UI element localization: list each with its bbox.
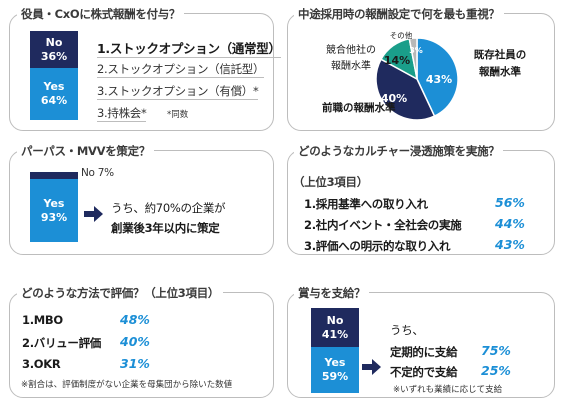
bonus-yes-pct: 59%: [321, 370, 349, 383]
stock-footnote: *同数: [167, 110, 189, 120]
pie-slice-1: [375, 58, 436, 121]
mvv-line1: うち、約70%の企業が: [111, 201, 226, 215]
pie-slice-1-value: 40%: [381, 92, 407, 105]
bonus-item-1-pct: 75%: [481, 343, 511, 358]
pie-slice-3: [408, 37, 418, 80]
culture-item-3-pct: 43%: [495, 237, 525, 252]
panel-midcareer-pay-title: 中途採用時の報酬設定で何を最も重視？: [294, 6, 504, 22]
bonus-footnote: ※いずれも業績に応じて支給: [393, 385, 503, 395]
culture-item-2: 2.社内イベント・全社会の実施: [304, 218, 462, 232]
panel-purpose-mvv-title: パーパス・MVVを策定？: [17, 143, 155, 159]
mvv-no-bar: [30, 172, 78, 179]
panel-evaluation-title: どのような方法で評価？（上位3項目）: [17, 285, 224, 301]
stock-no-bar: No 36%: [30, 31, 78, 68]
mvv-no-text: No 7%: [81, 167, 114, 179]
pie-slice-0: [416, 37, 459, 118]
bonus-arrow-icon: [362, 359, 381, 375]
stock-yes-bar: Yes 64%: [30, 68, 78, 120]
mvv-arrow-icon: [84, 206, 103, 222]
pie-other-label: その他: [390, 30, 413, 40]
pie-slice-1-label: 前職の報酬水準: [322, 101, 396, 114]
pie-slice-2-label: 競合他社の: [326, 43, 376, 56]
bonus-yes-label: Yes: [324, 356, 346, 370]
panel-stock-compensation-title: 役員・CxOに株式報酬を付与？: [17, 6, 185, 22]
bonus-no-bar: No 41%: [311, 308, 359, 347]
evaluation-item-1-pct: 48%: [120, 312, 150, 327]
panel-culture: [287, 150, 555, 255]
pie-slice-0-value: 43%: [426, 73, 452, 86]
evaluation-item-2: 2.バリュー評価: [22, 336, 101, 350]
culture-item-2-pct: 44%: [495, 216, 525, 231]
stock-option-1: 1.ストックオプション（通常型）: [97, 41, 281, 58]
mvv-yes-label: Yes: [43, 196, 65, 210]
bonus-yes-bar: Yes 59%: [311, 347, 359, 393]
panel-evaluation: [9, 292, 274, 398]
evaluation-item-3: 3.OKR: [22, 357, 61, 371]
bonus-item-2-pct: 25%: [481, 363, 511, 378]
pie-slice-2-value: 14%: [384, 54, 410, 67]
culture-item-3: 3.評価への明示的な取り入れ: [304, 239, 451, 253]
culture-subtitle: （上位3項目）: [293, 175, 368, 189]
pie-slice-3-value: 3%: [409, 46, 423, 55]
pie-slice-0-label: 報酬水準: [479, 65, 521, 78]
bonus-no-label: No: [326, 313, 344, 327]
evaluation-item-2-pct: 40%: [120, 334, 150, 349]
stock-yes-label: Yes: [43, 80, 65, 94]
bonus-item-1: 定期的に支給: [390, 345, 458, 359]
evaluation-item-3-pct: 31%: [120, 356, 150, 371]
stock-option-3: 3.ストックオプション（有償）*: [97, 84, 259, 100]
mvv-yes-pct: 93%: [40, 210, 68, 224]
stock-option-4: 3.持株会*: [97, 106, 147, 122]
panel-culture-title: どのようなカルチャー浸透施策を実施？: [294, 143, 504, 159]
bonus-intro: うち、: [390, 323, 424, 337]
stock-no-label: No: [45, 35, 63, 49]
stock-no-pct: 36%: [40, 49, 68, 63]
panel-bonus-title: 賞与を支給？: [294, 285, 370, 301]
evaluation-footnote: ※割合は、評価制度がない企業を母集団から除いた数値: [21, 380, 233, 390]
stock-yes-pct: 64%: [40, 94, 68, 107]
culture-item-1: 1.採用基準への取り入れ: [304, 197, 428, 211]
stock-option-2: 2.ストックオプション（信託型）: [97, 62, 265, 78]
mvv-yes-bar: Yes 93%: [30, 179, 78, 242]
evaluation-item-1: 1.MBO: [22, 313, 63, 327]
culture-item-1-pct: 56%: [495, 195, 525, 210]
pie-slice-2-label: 報酬水準: [331, 59, 371, 72]
bonus-item-2: 不定的で支給: [390, 365, 458, 379]
mvv-line2: 創業後3年以内に策定: [111, 221, 220, 235]
pie-slice-0-label: 既存社員の: [474, 48, 527, 61]
bonus-no-pct: 41%: [321, 327, 349, 341]
